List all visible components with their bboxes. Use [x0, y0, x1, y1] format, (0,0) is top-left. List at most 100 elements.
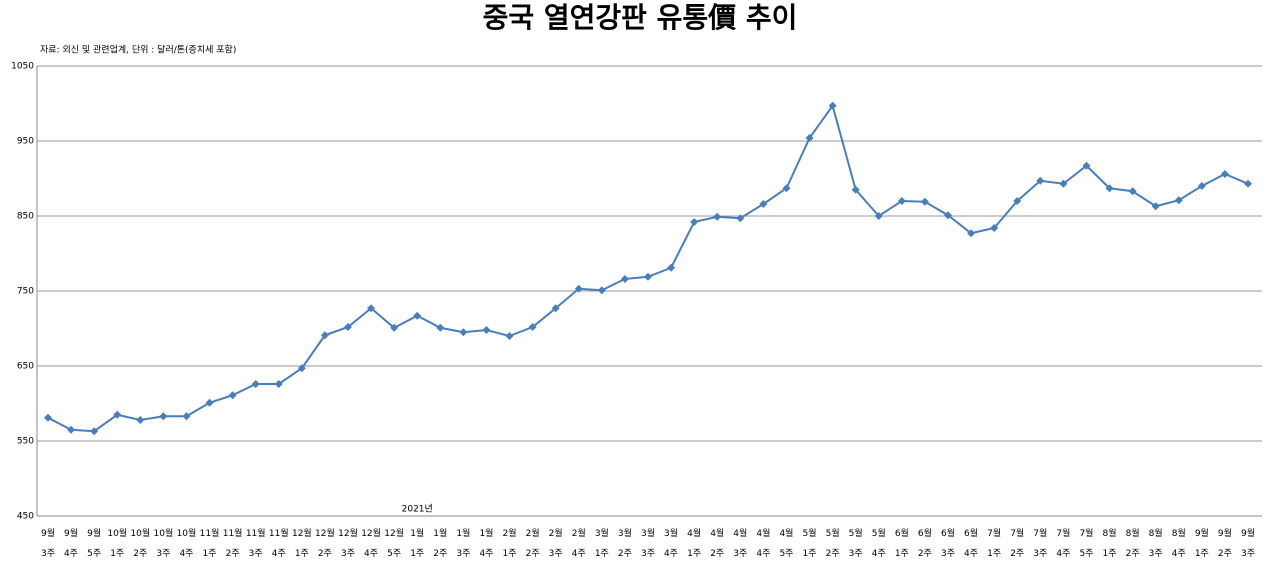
x-tick-label: 9월 3주: [1240, 529, 1255, 559]
x-tick-label: 10월 2주: [130, 529, 151, 559]
marker: [528, 323, 537, 331]
marker: [44, 413, 52, 422]
marker: [205, 398, 214, 407]
x-tick-label: 9월 2주: [1217, 529, 1232, 559]
marker: [620, 275, 629, 283]
marker: [644, 272, 652, 281]
marker: [1151, 202, 1160, 211]
x-tick-label: 3월 2주: [617, 529, 632, 559]
marker: [297, 364, 306, 373]
marker: [920, 197, 929, 206]
x-tick-label: 8월 4주: [1171, 529, 1186, 559]
line: [47, 103, 1249, 433]
x-tick-label: 6월 2주: [917, 529, 932, 559]
marker: [1174, 196, 1183, 205]
x-tick-label: 12월 5주: [384, 529, 404, 559]
marker: [851, 185, 860, 194]
x-tick-label: 9월 1주: [1194, 529, 1209, 559]
x-tick-label: 9월 3주: [40, 529, 55, 559]
y-tick-label: 650: [17, 362, 34, 372]
x-tick-label: 6월 3주: [940, 529, 955, 559]
chart-title: 중국 열연강판 유통價 추이: [483, 1, 798, 34]
marker: [367, 304, 376, 313]
x-tick-label: 12월 3주: [338, 529, 358, 559]
x-tick-label: 2월 3주: [548, 529, 563, 559]
x-tick-label: 7월 4주: [1056, 529, 1071, 559]
x-tick-label: 10월 4주: [176, 529, 197, 559]
marker: [967, 229, 976, 238]
marker: [251, 380, 260, 388]
x-tick-label: 11월 4주: [268, 529, 289, 559]
marker: [505, 332, 514, 340]
marker: [944, 211, 952, 220]
marker: [67, 425, 76, 434]
x-tick-label: 10월 3주: [153, 529, 174, 559]
x-tick-label: 10월 1주: [107, 529, 128, 559]
x-tick-label: 1월 4주: [479, 529, 494, 559]
x-tick-label: 11월 1주: [199, 529, 220, 559]
marker: [736, 214, 745, 223]
y-tick-label: 950: [17, 137, 34, 147]
marker: [551, 304, 560, 313]
x-tick-label: 4월 3주: [733, 529, 748, 559]
x-tick-label: 7월 5주: [1079, 529, 1094, 559]
x-tick-label: 5월 2주: [825, 529, 840, 559]
marker: [990, 224, 999, 232]
marker: [897, 197, 906, 205]
x-tick-label: 2월 1주: [502, 529, 517, 559]
x-tick-label: 7월 2주: [1010, 529, 1025, 559]
y-tick-label: 850: [17, 212, 34, 222]
x-tick-label: 4월 2주: [710, 529, 725, 559]
marker: [459, 328, 468, 337]
marker: [782, 184, 791, 193]
marker: [436, 323, 445, 332]
x-tick-label: 5월 3주: [848, 529, 863, 559]
marker: [690, 218, 699, 226]
x-tick-label: 1월 3주: [456, 529, 471, 559]
marker: [274, 380, 283, 388]
marker: [1105, 184, 1114, 193]
marker: [828, 101, 837, 110]
marker: [113, 410, 122, 419]
marker: [482, 326, 491, 334]
x-tick-label: 4월 4주: [756, 529, 771, 559]
marker: [574, 284, 583, 293]
marker: [90, 427, 99, 436]
marker: [1059, 179, 1068, 188]
marker: [159, 412, 168, 421]
marker: [597, 286, 606, 295]
marker: [320, 331, 329, 340]
x-tick-label: 11월 2주: [222, 529, 243, 559]
marker: [1128, 187, 1137, 196]
x-tick-label: 3월 1주: [594, 529, 609, 559]
marker: [136, 416, 145, 424]
x-tick-label: 1월 1주: [410, 529, 425, 559]
marker: [1197, 182, 1206, 190]
x-tick-label: 4월 5주: [779, 529, 794, 559]
x-tick-label: 8월 2주: [1125, 529, 1140, 559]
x-tick-label: 8월 1주: [1102, 529, 1117, 559]
x-tick-label: 7월 3주: [1033, 529, 1048, 559]
x-tick-label: 7월 1주: [987, 529, 1002, 559]
x-tick-label: 5월 1주: [802, 529, 817, 559]
x-tick-label: 6월 1주: [894, 529, 909, 559]
x-tick-label: 12월 1주: [291, 529, 312, 559]
marker: [1082, 161, 1091, 170]
marker: [413, 311, 422, 320]
y-tick-label: 550: [17, 437, 34, 447]
x-tick-label: 9월 5주: [87, 529, 102, 559]
x-tick-label: 5월 4주: [871, 529, 886, 559]
x-tick-label: 8월 3주: [1148, 529, 1163, 559]
marker: [1013, 197, 1022, 205]
x-tick-label: 6월 4주: [964, 529, 979, 559]
x-tick-label: 11월 3주: [245, 529, 266, 559]
x-tick-label: 4월 1주: [687, 529, 702, 559]
x-tick-label: 12월 2주: [315, 529, 335, 559]
x-tick-label: 3월 3주: [640, 529, 655, 559]
marker: [182, 412, 191, 421]
x-tick-label: 12월 4주: [361, 529, 381, 559]
y-tick-label: 750: [17, 287, 34, 297]
x-tick-label: 9월 4주: [64, 529, 79, 559]
marker: [805, 134, 814, 142]
